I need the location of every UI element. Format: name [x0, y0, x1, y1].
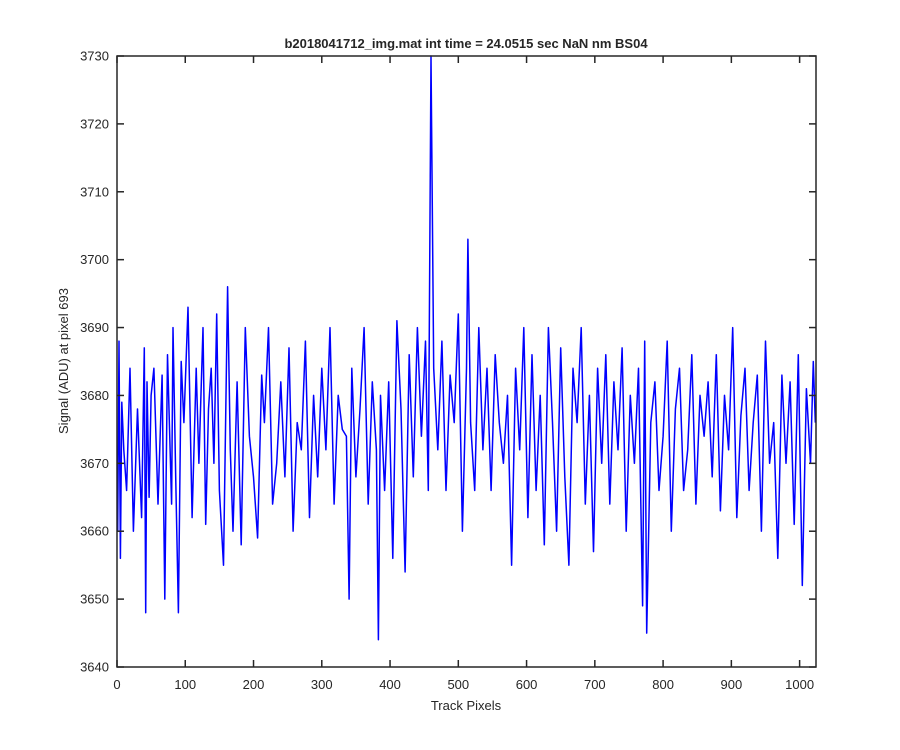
x-tick-label: 0	[113, 677, 120, 692]
x-tick-label: 200	[243, 677, 265, 692]
x-axis-label: Track Pixels	[431, 698, 502, 713]
y-tick-label: 3710	[80, 184, 109, 199]
y-axis-label: Signal (ADU) at pixel 693	[56, 288, 71, 434]
chart-title: b2018041712_img.mat int time = 24.0515 s…	[284, 36, 648, 51]
x-tick-label: 500	[447, 677, 469, 692]
x-tick-label: 100	[174, 677, 196, 692]
y-tick-label: 3670	[80, 456, 109, 471]
ticks-layer: 0 100 200 300 400 500 600 700 800 900 1000 3640 3650…	[80, 49, 816, 692]
axes-box	[116, 55, 817, 668]
y-tick-label: 3660	[80, 524, 109, 539]
y-tick-label: 3640	[80, 660, 109, 675]
series-line-0	[116, 55, 817, 641]
x-tick-label: 1000	[785, 677, 814, 692]
x-tick-label: 800	[652, 677, 674, 692]
y-tick-label: 3720	[80, 116, 109, 131]
y-tick-label: 3730	[80, 49, 109, 64]
data-layer	[116, 55, 817, 641]
x-tick-label: 300	[311, 677, 333, 692]
y-tick-label: 3680	[80, 388, 109, 403]
axes-layer	[116, 55, 817, 668]
y-tick-label: 3690	[80, 320, 109, 335]
x-tick-label: 400	[379, 677, 401, 692]
y-tick-label: 3700	[80, 252, 109, 267]
x-tick-label: 600	[516, 677, 538, 692]
x-tick-label: 700	[584, 677, 606, 692]
x-tick-label: 900	[721, 677, 743, 692]
y-tick-label: 3650	[80, 592, 109, 607]
